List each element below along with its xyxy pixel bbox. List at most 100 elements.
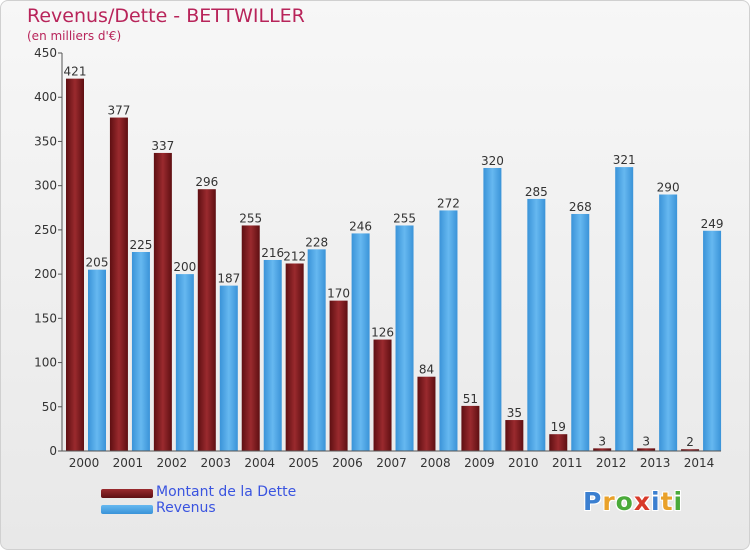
logo-letter: P (583, 487, 603, 516)
logo-letter: r (602, 487, 616, 516)
value-label-debt-2003: 296 (195, 175, 218, 189)
x-tick-label-2001: 2001 (113, 456, 144, 470)
value-label-revenue-2006: 246 (349, 219, 372, 233)
value-label-debt-2012: 3 (598, 434, 606, 448)
y-tick-label-400: 400 (34, 90, 57, 104)
value-label-revenue-2011: 268 (569, 200, 592, 214)
chart-title: Revenus/Dette - BETTWILLER (27, 5, 305, 27)
legend-label-debt: Montant de la Dette (156, 484, 297, 500)
x-tick-label-2010: 2010 (508, 456, 539, 470)
y-tick-label-300: 300 (34, 179, 57, 193)
x-tick-label-2006: 2006 (332, 456, 363, 470)
logo-letter: i (651, 487, 661, 516)
bar-debt-2005 (285, 263, 304, 451)
bar-debt-2008 (417, 376, 436, 451)
x-tick-label-2000: 2000 (69, 456, 100, 470)
value-label-debt-2011: 19 (551, 420, 566, 434)
x-tick-label-2012: 2012 (596, 456, 627, 470)
legend-swatch-revenue (101, 505, 153, 514)
logo-letter: t (660, 487, 674, 516)
value-label-revenue-2005: 228 (305, 235, 328, 249)
value-label-revenue-2014: 249 (701, 217, 724, 231)
bar-revenue-2000 (88, 269, 106, 451)
value-label-debt-2006: 170 (327, 287, 350, 301)
bars-layer (66, 78, 722, 452)
x-tick-label-2005: 2005 (288, 456, 319, 470)
legend-swatch-debt (101, 489, 153, 498)
value-label-revenue-2013: 290 (657, 181, 680, 195)
logo-letter: o (615, 487, 634, 516)
x-tick-label-2011: 2011 (552, 456, 583, 470)
bar-debt-2003 (197, 189, 216, 451)
value-label-revenue-2000: 205 (86, 256, 109, 270)
y-tick-label-450: 450 (34, 46, 57, 60)
value-label-revenue-2008: 272 (437, 196, 460, 210)
proxiti-logo: Proxiti (583, 487, 683, 516)
bar-revenue-2009 (483, 167, 502, 451)
chart-subtitle: (en milliers d'€) (27, 29, 122, 43)
value-label-debt-2001: 377 (107, 104, 130, 118)
bar-debt-2007 (373, 339, 392, 451)
x-tick-label-2003: 2003 (200, 456, 231, 470)
bar-debt-2014 (681, 449, 700, 451)
logo-letter: i (673, 487, 684, 516)
value-label-revenue-2004: 216 (261, 246, 284, 260)
axes-layer: 2000 2001 2002 2003 2004 2005 2006 2007 2008 2009… (34, 46, 721, 470)
bar-revenue-2010 (527, 198, 546, 451)
value-label-debt-2002: 337 (151, 139, 174, 153)
x-tick-label-2004: 2004 (244, 456, 275, 470)
value-label-debt-2014: 2 (686, 435, 694, 449)
bar-debt-2001 (109, 117, 128, 451)
value-label-debt-2008: 84 (419, 363, 434, 377)
bar-revenue-2013 (659, 194, 678, 451)
x-tick-label-2013: 2013 (640, 456, 671, 470)
value-label-revenue-2002: 200 (173, 260, 196, 274)
x-tick-label-2009: 2009 (464, 456, 495, 470)
bar-debt-2012 (593, 448, 612, 451)
x-tick-label-2014: 2014 (684, 456, 715, 470)
bar-debt-2010 (505, 420, 524, 451)
bar-revenue-2004 (263, 259, 282, 451)
x-tick-label-2007: 2007 (376, 456, 407, 470)
bar-revenue-2005 (307, 249, 326, 451)
bar-revenue-2003 (219, 285, 238, 451)
bar-debt-2011 (549, 434, 568, 451)
value-label-revenue-2009: 320 (481, 154, 504, 168)
bar-revenue-2014 (703, 230, 722, 451)
bar-revenue-2008 (439, 210, 458, 451)
bar-debt-2004 (241, 225, 260, 451)
bar-revenue-2007 (395, 225, 414, 451)
bar-revenue-2011 (571, 213, 590, 451)
y-tick-label-200: 200 (34, 267, 57, 281)
value-label-debt-2004: 255 (239, 211, 262, 225)
y-tick-label-350: 350 (34, 134, 57, 148)
y-tick-label-250: 250 (34, 223, 57, 237)
bar-revenue-2002 (175, 274, 194, 451)
bar-revenue-2006 (351, 233, 370, 451)
value-label-revenue-2003: 187 (217, 272, 240, 286)
value-label-debt-2010: 35 (507, 406, 522, 420)
bar-debt-2013 (637, 448, 656, 451)
value-label-debt-2005: 212 (283, 249, 306, 263)
y-tick-label-50: 50 (42, 400, 57, 414)
bar-debt-2006 (329, 300, 348, 451)
x-tick-label-2002: 2002 (157, 456, 188, 470)
legend-label-revenue: Revenus (156, 500, 216, 516)
value-label-revenue-2012: 321 (613, 153, 636, 167)
value-label-revenue-2010: 285 (525, 185, 548, 199)
value-label-debt-2009: 51 (463, 392, 478, 406)
value-label-debt-2000: 421 (64, 65, 87, 79)
value-label-debt-2007: 126 (371, 326, 394, 340)
bar-revenue-2012 (615, 167, 634, 452)
y-tick-label-150: 150 (34, 311, 57, 325)
x-tick-label-2008: 2008 (420, 456, 451, 470)
y-tick-label-0: 0 (49, 444, 57, 458)
value-label-debt-2013: 3 (642, 434, 650, 448)
logo-letter: x (633, 487, 651, 516)
value-label-revenue-2001: 225 (129, 238, 152, 252)
y-tick-label-100: 100 (34, 356, 57, 370)
bar-debt-2000 (66, 78, 84, 451)
